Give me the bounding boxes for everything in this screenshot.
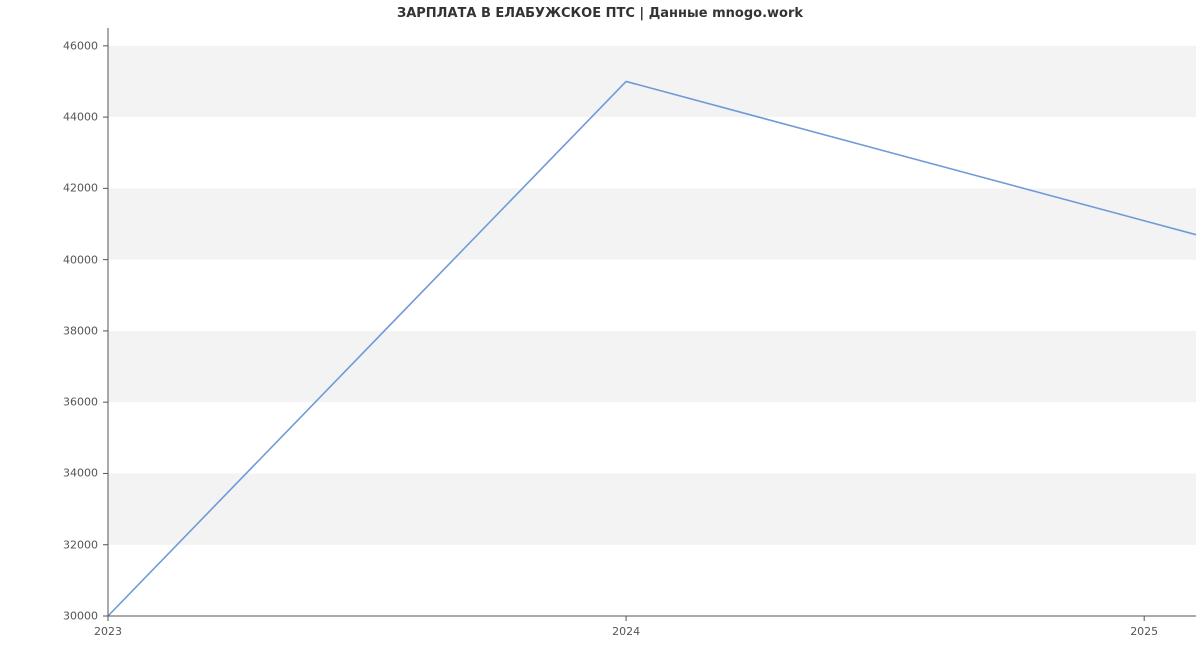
x-tick-label: 2023 — [94, 625, 122, 638]
x-tick-label: 2024 — [612, 625, 640, 638]
chart-title: ЗАРПЛАТА В ЕЛАБУЖСКОЕ ПТС | Данные mnogo… — [0, 6, 1200, 21]
plot-area: 3000032000340003600038000400004200044000… — [108, 28, 1196, 616]
grid-band — [108, 473, 1196, 544]
y-tick-label: 36000 — [63, 396, 98, 409]
chart-container: ЗАРПЛАТА В ЕЛАБУЖСКОЕ ПТС | Данные mnogo… — [0, 0, 1200, 650]
y-tick-label: 38000 — [63, 324, 98, 337]
grid-band — [108, 46, 1196, 117]
x-tick-label: 2025 — [1130, 625, 1158, 638]
chart-svg — [108, 28, 1196, 616]
y-tick-label: 34000 — [63, 467, 98, 480]
grid-band — [108, 331, 1196, 402]
y-tick-label: 40000 — [63, 253, 98, 266]
grid-band — [108, 188, 1196, 259]
y-tick-label: 30000 — [63, 610, 98, 623]
y-tick-label: 44000 — [63, 111, 98, 124]
y-tick-label: 46000 — [63, 39, 98, 52]
y-tick-label: 32000 — [63, 538, 98, 551]
y-tick-label: 42000 — [63, 182, 98, 195]
